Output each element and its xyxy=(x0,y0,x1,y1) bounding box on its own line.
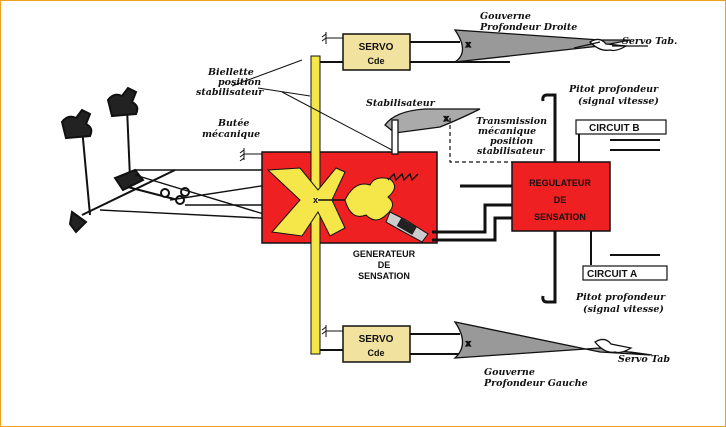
svg-text:x: x xyxy=(444,114,449,123)
svg-text:x: x xyxy=(466,40,471,49)
stabilisateur-label: Stabilisateur xyxy=(366,98,436,109)
servo-top-sublabel: Cde xyxy=(367,56,384,66)
servo-bottom-label: SERVO xyxy=(359,334,394,345)
regulator-label-2: DE xyxy=(554,195,567,205)
feel-follower xyxy=(344,177,395,221)
servo-top-label: SERVO xyxy=(359,42,394,53)
transmission-label-3: position xyxy=(490,136,533,147)
generator-label-2: DE xyxy=(378,260,391,270)
feel-cam xyxy=(266,167,346,237)
regulator-box xyxy=(511,161,611,232)
circuit-b-box xyxy=(575,119,667,135)
pitot-lines xyxy=(541,93,557,304)
elevator-left: x xyxy=(410,321,653,359)
biellette-label-1: Biellette xyxy=(207,67,254,78)
gouverne-droite-label-2: Profondeur Droite xyxy=(479,22,577,33)
biellette-label-3: stabilisateur xyxy=(196,87,264,98)
gouverne-gauche-label-2: Profondeur Gauche xyxy=(483,378,588,389)
servo-bottom-sublabel: Cde xyxy=(367,348,384,358)
transmission-label-1: Transmission xyxy=(476,116,547,127)
servo-top-box xyxy=(342,33,411,71)
svg-text:x: x xyxy=(466,339,471,348)
transmission-label-2: mécanique xyxy=(478,126,536,137)
hydraulic-lines xyxy=(432,184,512,242)
svg-text:x: x xyxy=(313,195,318,205)
circuit-a-label: CIRCUIT A xyxy=(587,269,637,280)
pitot-top-label-1: Pitot profondeur xyxy=(568,84,659,95)
butee-stop xyxy=(239,148,262,162)
regulator-label-3: SENSATION xyxy=(534,212,586,222)
circuit-lines xyxy=(578,133,660,265)
servo-bottom-box xyxy=(342,325,411,363)
butee-label-1: Butée xyxy=(217,118,249,129)
circuit-a-box xyxy=(582,265,668,281)
generator-label-1: GENERATEUR xyxy=(353,249,416,259)
control-columns xyxy=(60,86,190,234)
transmission-label-4: stabilisateur xyxy=(477,146,545,157)
pitot-bottom-label-2: (signal vitesse) xyxy=(583,304,664,315)
gouverne-gauche-label-1: Gouverne xyxy=(484,367,535,378)
pitot-bottom-label-1: Pitot profondeur xyxy=(575,292,666,303)
biellette-label-2: position xyxy=(218,77,261,88)
servo-tab-top-label: Servo Tab. xyxy=(622,36,677,47)
servo-tab-bottom-label: Servo Tab xyxy=(618,354,670,365)
pitot-top-label-2: (signal vitesse) xyxy=(578,96,659,107)
stab-transmission xyxy=(449,118,512,163)
circuit-b-label: CIRCUIT B xyxy=(589,123,640,134)
elevator-right: x xyxy=(410,29,648,63)
feel-spring xyxy=(387,172,419,182)
butee-label-2: mécanique xyxy=(202,129,260,140)
gouverne-droite-label-1: Gouverne xyxy=(480,11,531,22)
generator-label-3: SENSATION xyxy=(358,271,410,281)
stabilizer: x xyxy=(384,108,481,155)
regulator-label-1: REGULATEUR xyxy=(529,178,591,188)
